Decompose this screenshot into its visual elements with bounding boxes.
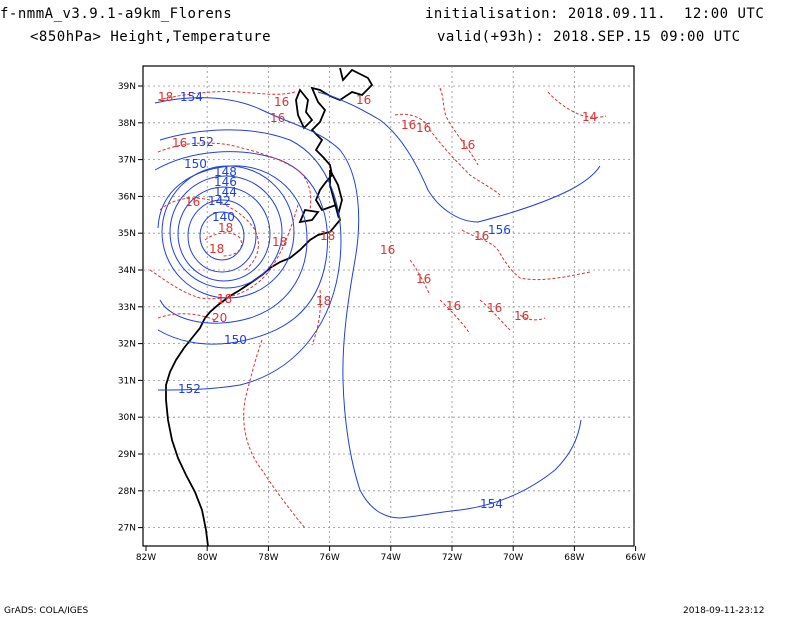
lat-tick-label: 37N bbox=[118, 156, 136, 166]
lon-tick-label: 72W bbox=[442, 553, 462, 563]
latitude-axis: 39N 38N 37N 36N 35N 34N 33N 32N 31N 30N 29N 28N 27N bbox=[118, 82, 143, 534]
temperature-label: 16 bbox=[460, 138, 475, 152]
temperature-label: 16 bbox=[446, 299, 461, 313]
plot-frame bbox=[142, 65, 635, 547]
height-label: 156 bbox=[488, 223, 511, 237]
lat-tick-label: 30N bbox=[118, 413, 136, 423]
temperature-label: 16 bbox=[356, 93, 371, 107]
temperature-label: 16 bbox=[172, 136, 187, 150]
lon-tick-label: 80W bbox=[197, 553, 217, 563]
valid-time: valid(+93h): 2018.SEP.15 09:00 UTC bbox=[437, 29, 741, 45]
lat-tick-label: 32N bbox=[118, 340, 136, 350]
lat-tick-label: 29N bbox=[118, 450, 136, 460]
height-contours bbox=[154, 91, 601, 519]
temperature-label: 18 bbox=[320, 229, 335, 243]
longitude-axis: 82W 80W 78W 76W 74W 72W 70W 68W 66W bbox=[136, 546, 646, 563]
temperature-label: 20 bbox=[212, 311, 227, 325]
height-label: 150 bbox=[184, 157, 207, 171]
lat-tick-label: 28N bbox=[118, 487, 136, 497]
temperature-label: 18 bbox=[316, 294, 331, 308]
level-field-title: <850hPa> Height,Temperature bbox=[30, 29, 272, 45]
temperature-contours bbox=[149, 87, 607, 529]
footer-timestamp: 2018-09-11-23:12 bbox=[683, 606, 765, 616]
lon-tick-label: 76W bbox=[319, 553, 339, 563]
lat-tick-label: 36N bbox=[118, 192, 136, 202]
lat-tick-label: 31N bbox=[118, 376, 136, 386]
lon-tick-label: 78W bbox=[258, 553, 278, 563]
lon-tick-label: 66W bbox=[625, 553, 645, 563]
height-label: 152 bbox=[178, 382, 201, 396]
temperature-label: 16 bbox=[487, 301, 502, 315]
initialisation-time: initialisation: 2018.09.11. 12:00 UTC bbox=[425, 6, 765, 22]
height-label: 140 bbox=[212, 210, 235, 224]
temperature-label: 16 bbox=[270, 111, 285, 125]
temperature-label: 18 bbox=[158, 90, 173, 104]
lat-tick-label: 34N bbox=[118, 266, 136, 276]
temperature-label: 18 bbox=[217, 292, 232, 306]
lon-tick-label: 68W bbox=[564, 553, 584, 563]
lon-tick-label: 74W bbox=[381, 553, 401, 563]
temperature-label: 18 bbox=[218, 221, 233, 235]
temperature-label: 16 bbox=[401, 118, 416, 132]
lat-tick-label: 39N bbox=[118, 82, 136, 92]
temperature-label: 16 bbox=[416, 272, 431, 286]
height-label: 148 bbox=[214, 165, 237, 179]
height-label: 146 bbox=[214, 175, 237, 189]
model-title: f-nmmA_v3.9.1-a9km_Florens bbox=[0, 6, 233, 22]
temperature-label: 14 bbox=[582, 110, 597, 124]
lon-tick-label: 82W bbox=[136, 553, 156, 563]
temperature-labels: 18 16 16 16 16 16 16 14 16 18 18 18 18 1… bbox=[158, 90, 597, 325]
height-label: 142 bbox=[208, 194, 231, 208]
temperature-label: 16 bbox=[514, 309, 529, 323]
temperature-label: 16 bbox=[416, 121, 431, 135]
lat-tick-label: 27N bbox=[118, 524, 136, 534]
height-label: 150 bbox=[224, 333, 247, 347]
temperature-label: 16 bbox=[474, 229, 489, 243]
temperature-label: 18 bbox=[272, 235, 287, 249]
lon-tick-label: 70W bbox=[503, 553, 523, 563]
temperature-label: 16 bbox=[380, 243, 395, 257]
footer-credit: GrADS: COLA/IGES bbox=[4, 606, 89, 616]
lat-tick-label: 38N bbox=[118, 119, 136, 129]
height-label: 154 bbox=[480, 497, 503, 511]
height-label: 152 bbox=[191, 135, 214, 149]
temperature-label: 16 bbox=[274, 95, 289, 109]
lat-tick-label: 33N bbox=[118, 303, 136, 313]
temperature-label: 16 bbox=[185, 195, 200, 209]
lat-tick-label: 35N bbox=[118, 229, 136, 239]
height-label: 144 bbox=[214, 185, 237, 199]
height-labels: 154 152 150 148 146 144 142 140 150 152 … bbox=[178, 90, 511, 511]
height-label: 154 bbox=[180, 90, 203, 104]
lat-lon-grid bbox=[143, 66, 634, 546]
temperature-label: 18 bbox=[209, 242, 224, 256]
